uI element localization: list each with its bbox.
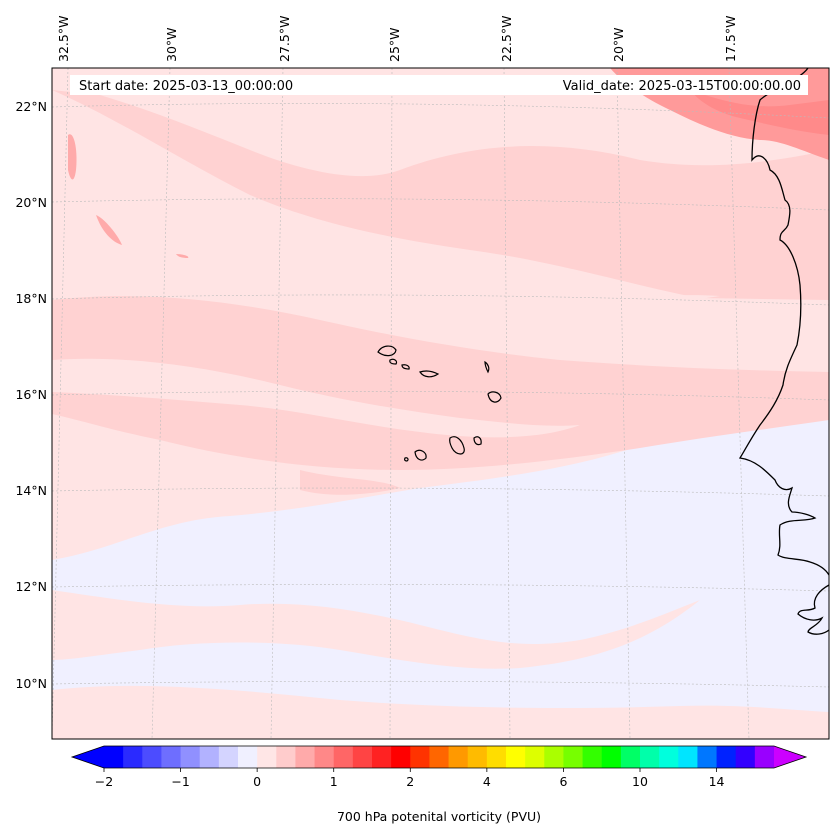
colorbar-cell — [161, 746, 182, 768]
lon-label-30w: 30°W — [164, 27, 179, 62]
colorbar-cell — [697, 746, 718, 768]
colorbar-cell — [448, 746, 469, 768]
pv-negative-region — [52, 395, 829, 739]
lon-label-20w: 20°W — [611, 27, 626, 62]
colorbar-cell — [486, 746, 507, 768]
colorbar-cell — [295, 746, 316, 768]
colorbar-cell — [314, 746, 335, 768]
pv-low-positive-band-south — [52, 590, 700, 669]
colorbar-cell — [104, 746, 124, 768]
colorbar-cell — [276, 746, 296, 768]
pv-dark-patch-northeast-inner — [690, 90, 829, 135]
colorbar-cell — [754, 746, 775, 768]
lat-label-14n: 14°N — [15, 483, 47, 498]
colorbar-cell — [678, 746, 698, 768]
map-frame — [51, 67, 830, 740]
colorbar-cell — [218, 746, 239, 768]
colorbar-cells — [104, 746, 775, 768]
colorbar-cell — [659, 746, 679, 768]
colorbar-cell — [372, 746, 392, 768]
colorbar-tick-label: 0 — [253, 774, 261, 789]
pv-light-band-middle — [52, 251, 720, 315]
colorbar-tick-label: −2 — [95, 774, 113, 789]
colorbar-cell — [525, 746, 545, 768]
colorbar-cell — [142, 746, 162, 768]
colorbar-cell — [199, 746, 220, 768]
lon-label-22-5w: 22.5°W — [499, 16, 514, 62]
colorbar-extend-low — [72, 746, 104, 768]
colorbar-extend-high — [774, 746, 806, 768]
pv-dark-patch-west-2 — [96, 215, 122, 245]
colorbar-cell — [716, 746, 737, 768]
latitude-labels: 22°N 20°N 18°N 16°N 14°N 12°N 10°N — [15, 99, 47, 691]
lon-label-32-5w: 32.5°W — [56, 16, 71, 62]
colorbar-cell — [410, 746, 430, 768]
lat-label-16n: 16°N — [15, 387, 47, 402]
colorbar: −2 −1 0 1 2 4 6 10 14 700 hPa potenital vorticit… — [70, 745, 808, 824]
cape-verde-islands — [377, 345, 502, 462]
colorbar-tick-label: 10 — [632, 774, 648, 789]
colorbar-cell — [391, 746, 411, 768]
colorbar-cell — [238, 746, 258, 768]
colorbar-tick-label: 14 — [709, 774, 725, 789]
lat-label-12n: 12°N — [15, 579, 47, 594]
lon-label-25w: 25°W — [387, 27, 402, 62]
colorbar-cell — [123, 746, 143, 768]
colorbar-title: 700 hPa potenital vorticity (PVU) — [337, 809, 541, 824]
colorbar-cell — [640, 746, 660, 768]
pv-dark-patch-west — [68, 134, 77, 180]
pv-medium-band-mid — [52, 296, 829, 470]
colorbar-cell — [582, 746, 603, 768]
colorbar-tick-label: 6 — [559, 774, 567, 789]
colorbar-cell — [467, 746, 488, 768]
colorbar-cell — [180, 746, 201, 768]
africa-coastline-south — [797, 584, 830, 635]
lat-label-10n: 10°N — [15, 676, 47, 691]
pv-light-band-lower — [52, 358, 580, 438]
date-banner — [70, 75, 808, 95]
lat-label-20n: 20°N — [15, 195, 47, 210]
map-panel: Start date: 2025-03-13_00:00:00 Valid_da… — [51, 67, 830, 740]
pv-medium-band-north — [52, 90, 829, 300]
lon-label-17-5w: 17.5°W — [723, 16, 738, 62]
colorbar-cell — [333, 746, 354, 768]
colorbar-cell — [429, 746, 450, 768]
longitude-labels: 32.5°W 30°W 27.5°W 25°W 22.5°W 20°W 17.5… — [56, 16, 738, 62]
lat-label-22n: 22°N — [15, 99, 47, 114]
pv-low-positive-band-south-2 — [52, 685, 829, 739]
colorbar-tick-label: 4 — [483, 774, 491, 789]
graticule — [51, 67, 830, 740]
colorbar-cell — [563, 746, 584, 768]
colorbar-cell — [735, 746, 756, 768]
start-date-text: Start date: 2025-03-13_00:00:00 — [79, 79, 293, 94]
colorbar-cell — [601, 746, 622, 768]
colorbar-cell — [352, 746, 373, 768]
colorbar-tick-label: 1 — [330, 774, 338, 789]
pv-medium-band-south — [300, 470, 400, 495]
lon-label-27-5w: 27.5°W — [277, 16, 292, 62]
colorbar-cell — [257, 746, 277, 768]
colorbar-tick-label: −1 — [171, 774, 189, 789]
lat-label-18n: 18°N — [15, 291, 47, 306]
colorbar-cell — [544, 746, 564, 768]
africa-coastline — [738, 67, 830, 576]
colorbar-cell — [506, 746, 526, 768]
colorbar-ticks: −2 −1 0 1 2 4 6 10 14 — [95, 768, 725, 789]
valid-date-text: Valid_date: 2025-03-15T00:00:00.00 — [563, 79, 801, 94]
colorbar-cell — [620, 746, 641, 768]
colorbar-tick-label: 2 — [406, 774, 414, 789]
pv-dark-patch-west-3 — [176, 254, 189, 258]
